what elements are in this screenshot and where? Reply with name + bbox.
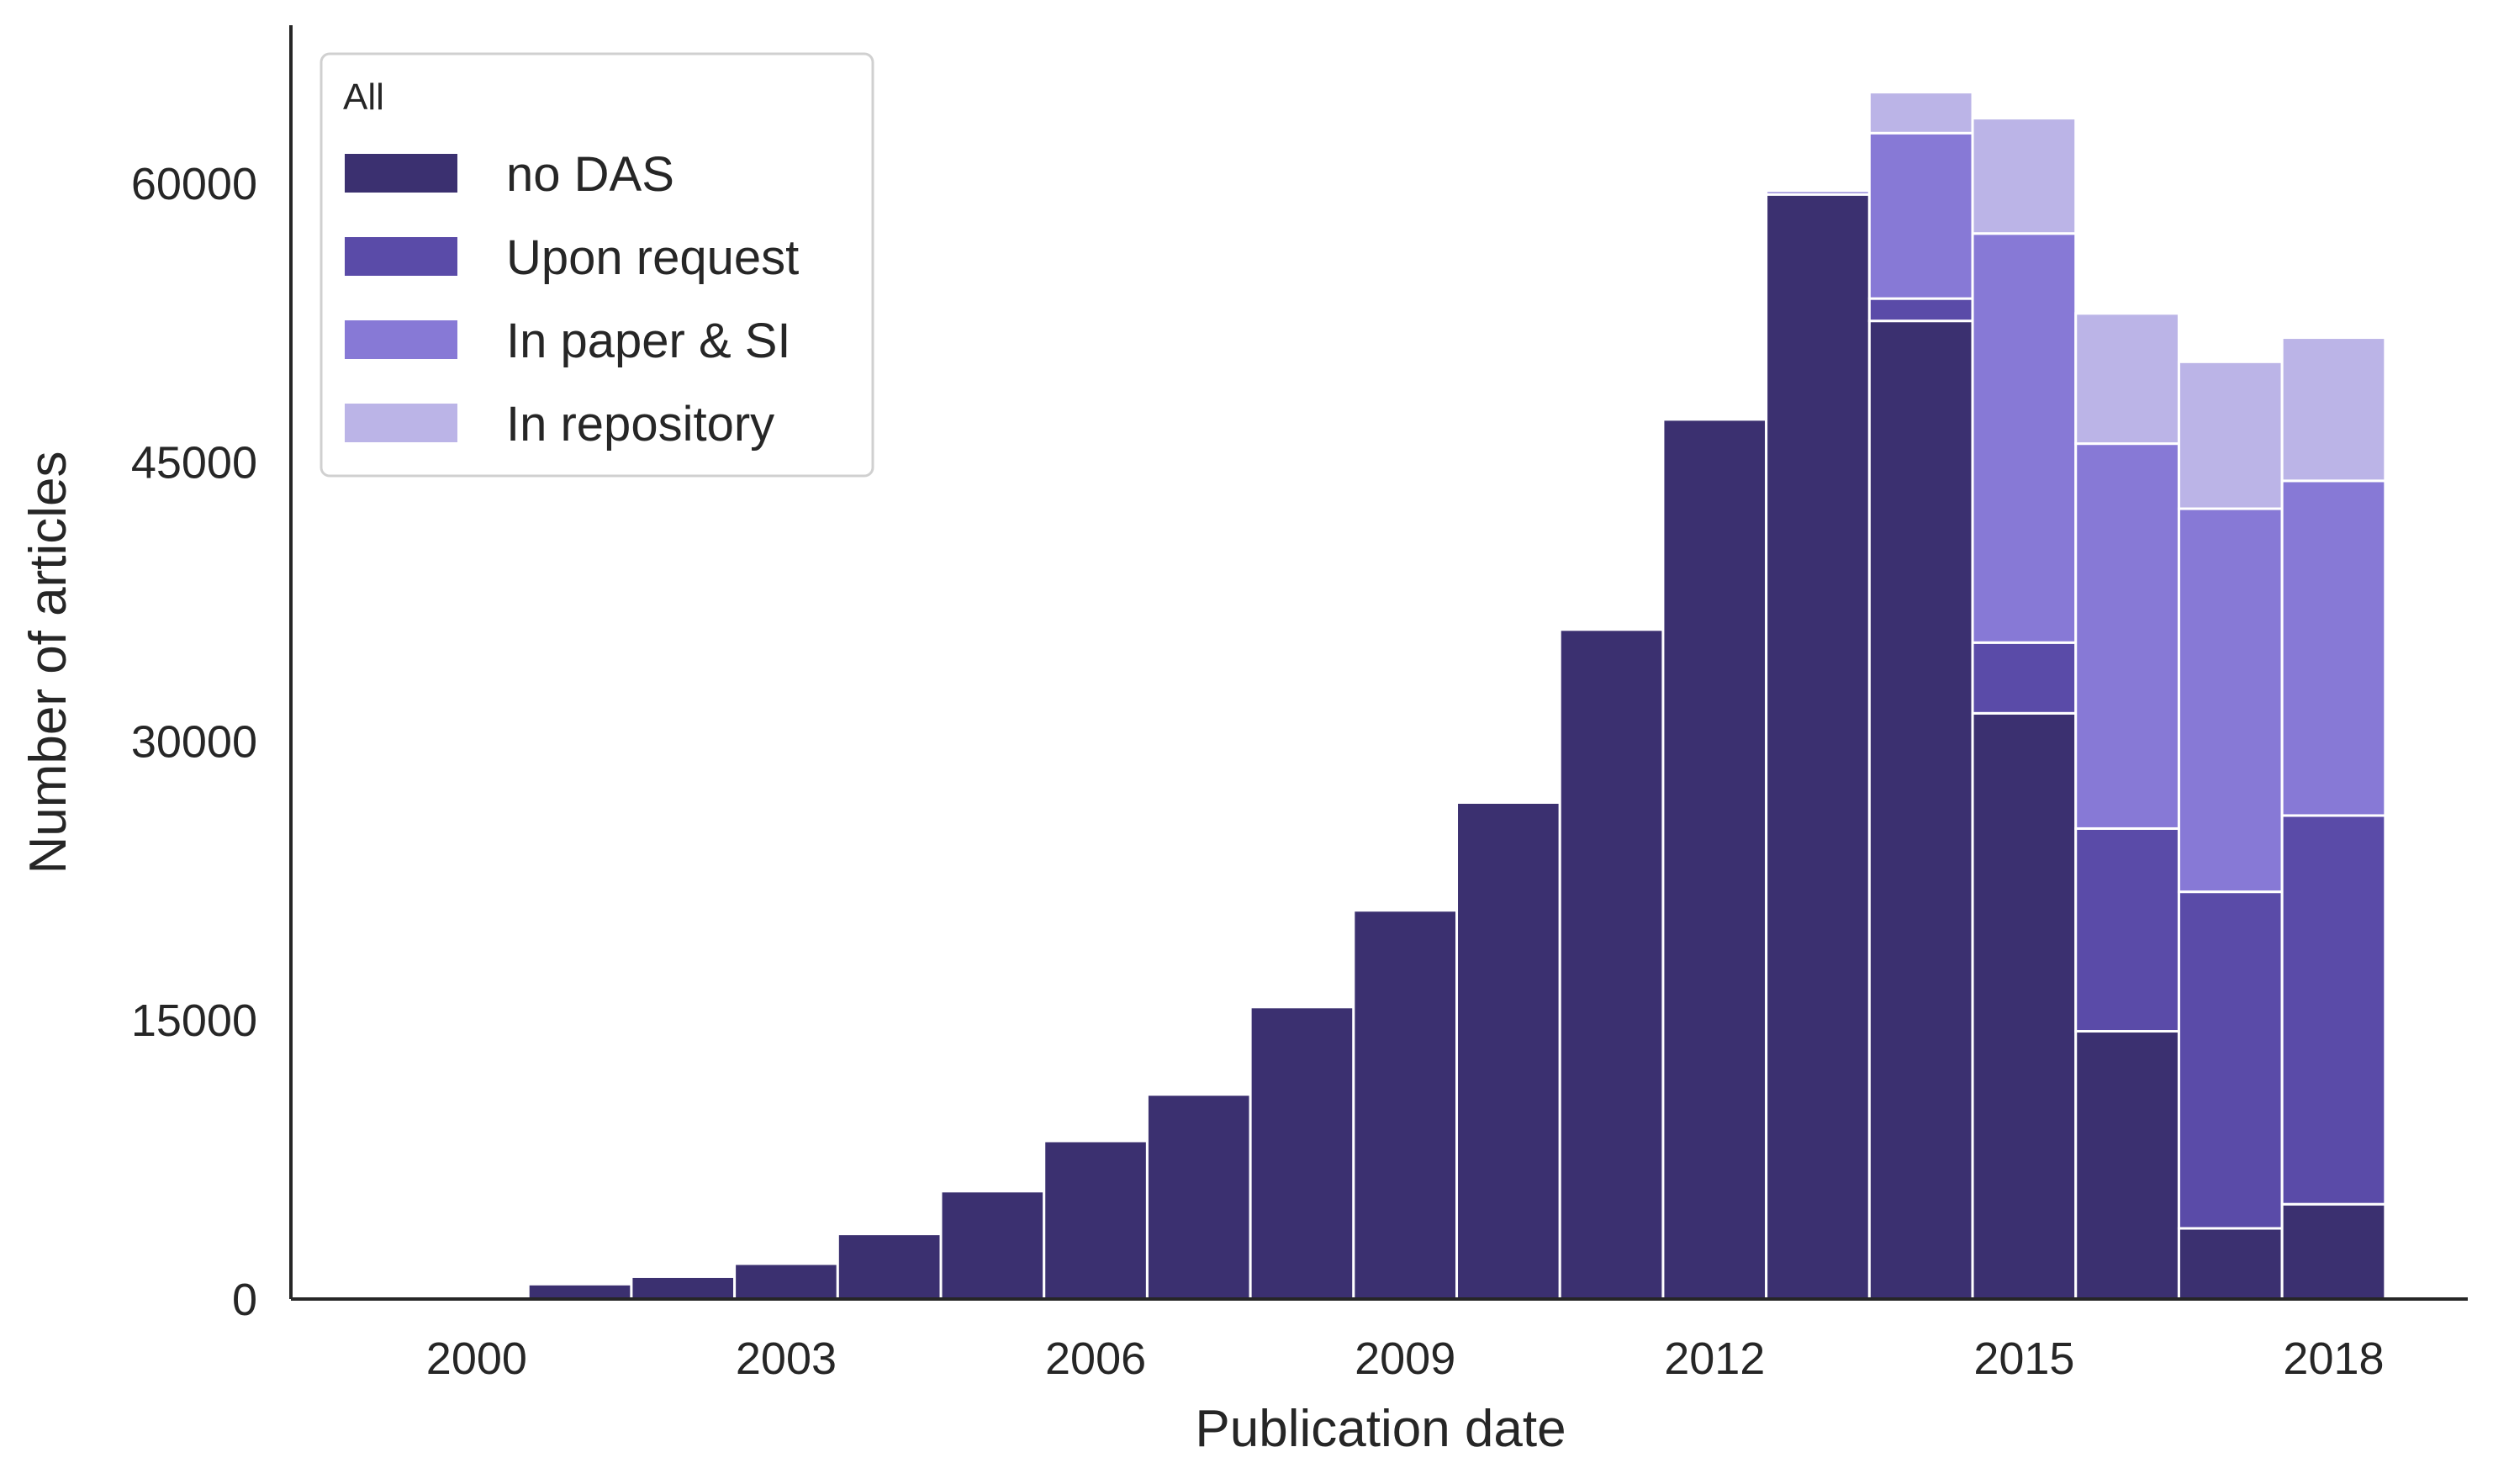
bar-2010-series-0 [1455,800,1561,1301]
y-tick-label: 45000 [131,438,257,489]
legend-swatch [345,237,457,276]
bar-2015-series-1 [1971,641,2078,715]
legend-items: no DAS Upon request In paper & SI In reposi… [345,147,799,452]
y-tick-label: 0 [232,1275,257,1325]
bar-2003-series-0 [733,1262,839,1301]
bar-2017-series-1 [2177,890,2284,1230]
bar-2002-series-0 [630,1275,737,1301]
x-axis-title: Publication date [1195,1400,1566,1458]
bar-2016-series-2 [2074,442,2180,830]
bar-2012-series-0 [1661,418,1768,1301]
bar-2004-series-0 [836,1233,943,1301]
bar-2018-series-1 [2280,814,2387,1206]
legend-label: Upon request [506,230,799,285]
bar-2016-series-0 [2074,1030,2180,1301]
bar-2018-series-0 [2280,1202,2387,1301]
legend-swatch [345,320,457,359]
bar-2018-series-2 [2280,479,2387,817]
y-tick-label: 60000 [131,159,257,209]
bars-group [424,91,2387,1301]
legend-title: All [343,77,384,118]
x-tick-label: 2015 [1973,1333,2074,1384]
legend-swatch [345,404,457,442]
y-tick-label: 15000 [131,995,257,1046]
bar-2013-series-0 [1765,193,1871,1301]
x-tick-label: 2000 [426,1333,527,1384]
bar-2015-series-2 [1971,232,2078,644]
y-ticks-group: 0 15000 30000 45000 60000 [131,159,257,1325]
legend-label: no DAS [506,147,674,202]
x-tick-label: 2009 [1355,1333,1455,1384]
bar-2008-series-0 [1249,1006,1355,1301]
bar-2014-series-3 [1867,91,1974,135]
bar-2013-series-3 [1765,187,1871,193]
bar-2016-series-3 [2074,312,2180,446]
bar-2006-series-0 [1043,1139,1149,1301]
y-axis-title: Number of articles [19,451,77,874]
bar-2015-series-3 [1971,117,2078,235]
legend-swatch [345,154,457,193]
legend-frame [320,52,874,478]
bar-2017-series-0 [2177,1227,2284,1301]
bar-2011-series-0 [1558,628,1665,1301]
legend: All no DAS Upon request In paper & SI In re… [320,52,874,478]
bar-2014-series-1 [1867,297,1974,323]
bar-2009-series-0 [1352,909,1459,1301]
x-tick-label: 2018 [2283,1333,2384,1384]
bar-2016-series-1 [2074,826,2180,1033]
x-tick-label: 2006 [1045,1333,1146,1384]
y-tick-label: 30000 [131,716,257,767]
bar-2018-series-3 [2280,336,2387,483]
bar-2015-series-0 [1971,711,2078,1301]
legend-label: In repository [506,397,774,452]
bar-2005-series-0 [939,1190,1046,1301]
bar-2001-series-0 [526,1282,633,1301]
bar-2014-series-0 [1867,320,1974,1301]
x-ticks-group: 2000 2003 2006 2009 2012 2015 2018 [426,1333,2385,1384]
bar-2014-series-2 [1867,131,1974,300]
x-tick-label: 2012 [1664,1333,1765,1384]
bar-2007-series-0 [1145,1093,1252,1301]
x-tick-label: 2003 [736,1333,837,1384]
bar-2017-series-3 [2177,360,2284,510]
legend-label: In paper & SI [506,314,791,368]
bar-2017-series-2 [2177,507,2284,894]
